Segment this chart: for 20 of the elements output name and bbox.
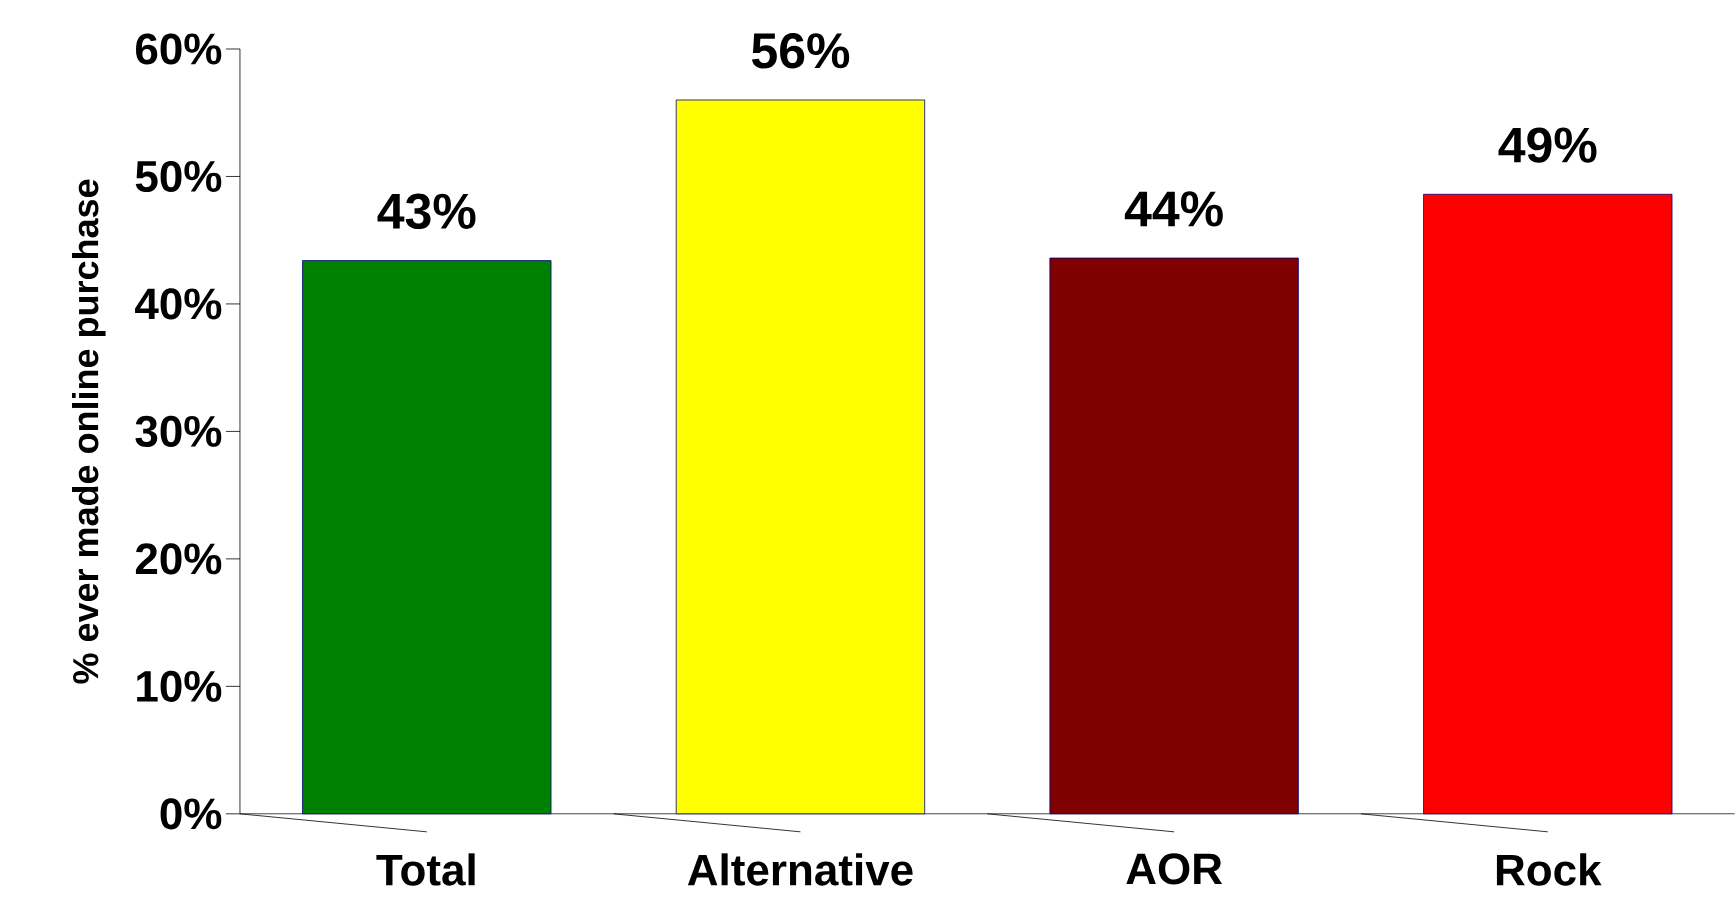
y-tick-label: 50%: [135, 160, 222, 193]
data-label: 44%: [1124, 191, 1223, 227]
x-tick-label: Total: [376, 853, 475, 886]
y-tick-label: 40%: [135, 288, 222, 320]
y-tick-label: 60%: [136, 33, 222, 65]
y-tick-label: 20%: [135, 543, 222, 575]
x-tick-label: AOR: [1126, 853, 1223, 885]
x-tick-label: Rock: [1496, 853, 1602, 886]
y-tick-label: 30%: [135, 415, 222, 448]
bar: [1049, 257, 1299, 815]
bar: [302, 260, 552, 815]
data-label: 49%: [1498, 127, 1597, 163]
data-label: 43%: [377, 193, 476, 230]
x-tick-label: Alternative: [687, 853, 913, 886]
bar: [675, 99, 926, 815]
data-label: 56%: [751, 33, 850, 69]
y-tick-label: 0%: [160, 798, 222, 830]
y-axis-title: % ever made online purchase: [72, 179, 106, 684]
bar: [1423, 194, 1673, 815]
y-tick-label: 10%: [137, 670, 222, 703]
